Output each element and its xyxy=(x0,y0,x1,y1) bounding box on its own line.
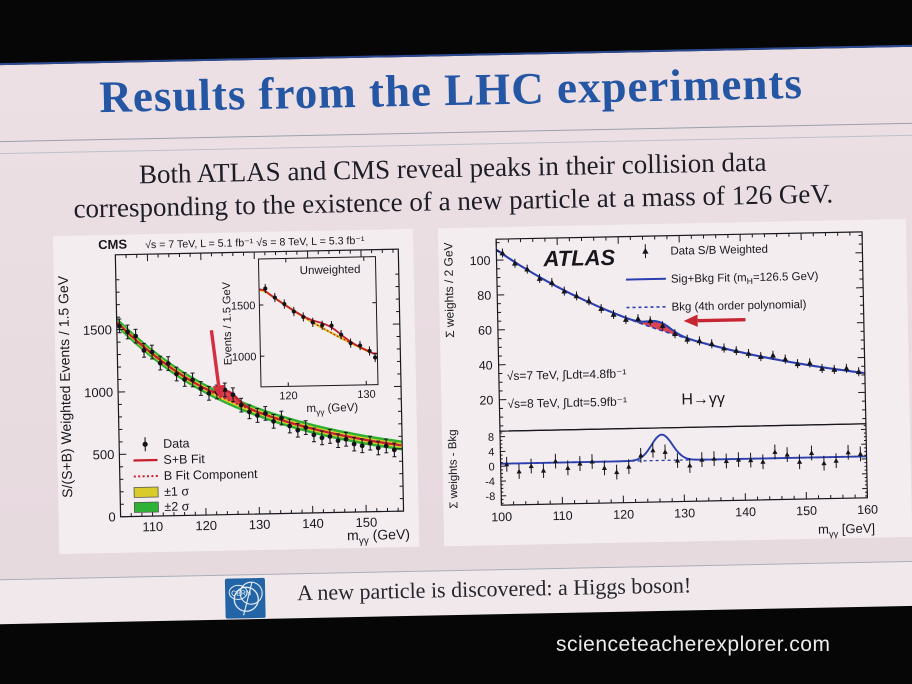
cern-logo: CERN xyxy=(224,577,266,619)
cms-sbfit-line xyxy=(115,321,402,447)
cms-data-points xyxy=(117,318,397,458)
svg-text:1000: 1000 xyxy=(84,385,113,401)
atlas-plot: 100 110 120 130 140 150 160 20 40 60 80 100 -8 -4 0 4 8 Σ… xyxy=(441,231,878,540)
svg-text:130: 130 xyxy=(249,517,271,532)
atlas-fit-line xyxy=(495,248,865,375)
cms-chart-panel: 110 120 130 140 150 0 500 1000 1500 CMS √s = 7 TeV… xyxy=(52,228,420,555)
svg-text:40: 40 xyxy=(479,358,493,372)
svg-text:CMS: CMS xyxy=(98,237,128,253)
svg-text:100: 100 xyxy=(491,510,512,524)
cern-logo-text: CERN xyxy=(231,590,251,597)
svg-text:8: 8 xyxy=(488,432,494,444)
svg-text:0: 0 xyxy=(108,509,116,524)
cms-inset: 120 130 1000 1500 Unweighted Events / 1.5 GeV… xyxy=(221,256,379,417)
svg-text:120: 120 xyxy=(195,518,217,533)
svg-text:Data S/B Weighted: Data S/B Weighted xyxy=(670,244,768,258)
svg-text:√s=8 TeV, ∫Ldt=5.9fb⁻¹: √s=8 TeV, ∫Ldt=5.9fb⁻¹ xyxy=(507,395,627,411)
atlas-main-area xyxy=(495,248,865,375)
svg-text:mγγ [GeV]: mγγ [GeV] xyxy=(818,521,875,540)
svg-text:20: 20 xyxy=(479,393,493,407)
svg-text:140: 140 xyxy=(735,505,756,519)
svg-text:mγγ (GeV): mγγ (GeV) xyxy=(306,402,358,417)
charts-row: 110 120 130 140 150 0 500 1000 1500 CMS √s = 7 TeV… xyxy=(52,218,912,555)
svg-text:110: 110 xyxy=(142,519,163,534)
svg-text:√s=7 TeV, ∫Ldt=4.8fb⁻¹: √s=7 TeV, ∫Ldt=4.8fb⁻¹ xyxy=(507,367,627,383)
svg-text:150: 150 xyxy=(355,515,377,530)
svg-text:110: 110 xyxy=(553,509,573,523)
svg-text:Unweighted: Unweighted xyxy=(300,264,361,277)
svg-text:140: 140 xyxy=(302,516,324,531)
svg-text:120: 120 xyxy=(613,507,634,521)
svg-text:H→γγ: H→γγ xyxy=(681,391,725,409)
svg-text:Data: Data xyxy=(163,436,190,451)
slide: Results from the LHC experiments Both AT… xyxy=(0,44,912,625)
cern-logo-rings-icon: CERN xyxy=(228,581,263,616)
svg-text:130: 130 xyxy=(674,506,695,520)
svg-text:√s = 7 TeV, L = 5.1 fb⁻¹ √s =: √s = 7 TeV, L = 5.1 fb⁻¹ √s = 8 TeV, L =… xyxy=(145,235,365,251)
slide-subtitle: Both ATLAS and CMS reveal peaks in their… xyxy=(0,143,912,228)
cms-bfit-line xyxy=(116,321,402,447)
atlas-residual-area xyxy=(500,433,867,480)
svg-text:-4: -4 xyxy=(485,476,495,488)
cms-band xyxy=(116,319,403,449)
svg-text:mγγ (GeV): mγγ (GeV) xyxy=(347,526,410,547)
slide-title: Results from the LHC experiments xyxy=(98,57,804,123)
svg-text:B Fit Component: B Fit Component xyxy=(164,467,259,483)
atlas-legend: ATLAS Data S/B Weighted Sig+Bkg Fit (mH=12… xyxy=(542,244,819,314)
svg-text:1500: 1500 xyxy=(231,300,256,312)
svg-text:130: 130 xyxy=(357,389,376,401)
svg-text:Σ weights - Bkg: Σ weights - Bkg xyxy=(447,429,461,509)
atlas-data-points xyxy=(499,248,862,377)
svg-text:-8: -8 xyxy=(485,491,495,503)
svg-text:100: 100 xyxy=(470,254,491,268)
svg-text:±1 σ: ±1 σ xyxy=(164,484,190,499)
atlas-axes: 100 110 120 130 140 150 160 20 40 60 80 100 -8 -4 0 4 8 Σ… xyxy=(441,231,878,540)
svg-text:Bkg (4th order polynomial): Bkg (4th order polynomial) xyxy=(671,299,806,314)
svg-text:Events / 1.5 GeV: Events / 1.5 GeV xyxy=(221,281,235,365)
svg-text:ATLAS: ATLAS xyxy=(542,245,616,271)
title-divider-top xyxy=(0,122,912,143)
svg-text:Σ weights / 2 GeV: Σ weights / 2 GeV xyxy=(441,242,457,338)
svg-text:120: 120 xyxy=(279,390,298,402)
svg-text:80: 80 xyxy=(477,289,491,303)
svg-text:160: 160 xyxy=(857,503,878,517)
svg-text:1500: 1500 xyxy=(83,322,112,338)
svg-text:500: 500 xyxy=(93,447,115,462)
svg-text:150: 150 xyxy=(796,504,817,518)
svg-text:±2 σ: ±2 σ xyxy=(164,499,190,514)
atlas-signal-fill xyxy=(622,316,697,342)
atlas-chart-panel: 100 110 120 130 140 150 160 20 40 60 80 100 -8 -4 0 4 8 Σ… xyxy=(437,218,912,547)
svg-text:0: 0 xyxy=(488,461,494,473)
svg-text:Sig+Bkg Fit (mH=126.5 GeV): Sig+Bkg Fit (mH=126.5 GeV) xyxy=(671,271,819,288)
svg-text:S/(S+B) Weighted Events / 1.5: S/(S+B) Weighted Events / 1.5 GeV xyxy=(55,275,75,498)
watermark: scienceteacherexplorer.com xyxy=(556,633,831,656)
cms-band xyxy=(116,317,403,451)
svg-text:60: 60 xyxy=(478,324,492,338)
svg-text:S+B Fit: S+B Fit xyxy=(163,452,205,467)
svg-text:1000: 1000 xyxy=(232,351,257,363)
svg-text:4: 4 xyxy=(488,447,494,459)
